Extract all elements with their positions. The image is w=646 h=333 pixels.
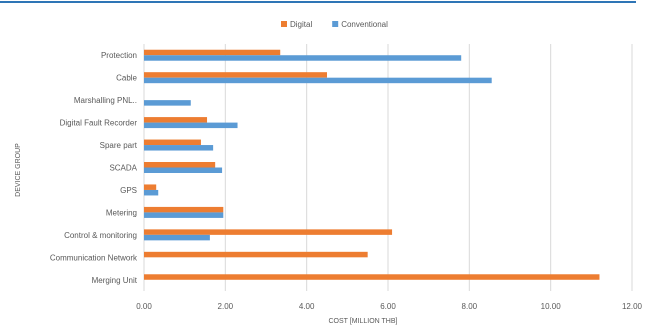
- category-label: GPS: [120, 186, 137, 195]
- legend-label-conventional: Conventional: [341, 20, 388, 29]
- category-label: Protection: [101, 51, 137, 60]
- bar-digital: [144, 139, 201, 146]
- category-label: Metering: [106, 208, 137, 217]
- category-label: Communication Network: [50, 253, 138, 262]
- y-axis-title: DEVICE GROUP: [15, 143, 22, 197]
- category-label: Spare part: [100, 141, 138, 150]
- bar-digital: [144, 49, 281, 56]
- bar-conventional: [144, 167, 223, 173]
- x-tick-label: 0.00: [136, 302, 152, 311]
- bar-digital: [144, 72, 327, 78]
- category-label: Cable: [116, 74, 137, 83]
- category-label: Control & monitoring: [64, 231, 137, 240]
- x-tick-label: 8.00: [462, 302, 478, 311]
- x-tick-label: 2.00: [218, 302, 234, 311]
- x-tick-label: 4.00: [299, 302, 315, 311]
- gridlines: [143, 44, 633, 291]
- bar-conventional: [144, 189, 159, 196]
- x-tick-label: 10.00: [541, 302, 562, 311]
- legend: Digital Conventional: [281, 20, 388, 29]
- bar-digital: [144, 162, 216, 168]
- labels: 0.00 2.00 4.00 6.00 8.00 10.00 12.00 Protection…: [50, 51, 643, 311]
- legend-label-digital: Digital: [290, 20, 312, 29]
- bar-digital: [144, 274, 600, 280]
- bar-digital: [144, 206, 224, 213]
- legend-swatch-conventional: [332, 21, 339, 27]
- bar-digital: [144, 184, 157, 190]
- bar-conventional: [144, 122, 238, 129]
- bar-conventional: [144, 100, 191, 106]
- bar-conventional: [144, 145, 214, 151]
- bar-conventional: [144, 55, 462, 61]
- bar-digital: [144, 229, 393, 235]
- bar-conventional: [144, 234, 210, 241]
- category-label: Digital Fault Recorder: [60, 119, 138, 128]
- x-tick-label: 6.00: [380, 302, 396, 311]
- bar-digital: [144, 251, 368, 258]
- category-label: SCADA: [109, 164, 137, 173]
- x-axis-title: COST [MILLION THB]: [329, 318, 398, 325]
- x-tick-label: 12.00: [622, 302, 643, 311]
- bars: [144, 49, 600, 280]
- bar-digital: [144, 117, 208, 123]
- bar-conventional: [144, 212, 224, 218]
- legend-swatch-digital: [281, 21, 287, 27]
- category-label: Marshalling PNL..: [74, 96, 137, 105]
- bar-conventional: [144, 77, 492, 84]
- category-label: Merging Unit: [92, 276, 138, 285]
